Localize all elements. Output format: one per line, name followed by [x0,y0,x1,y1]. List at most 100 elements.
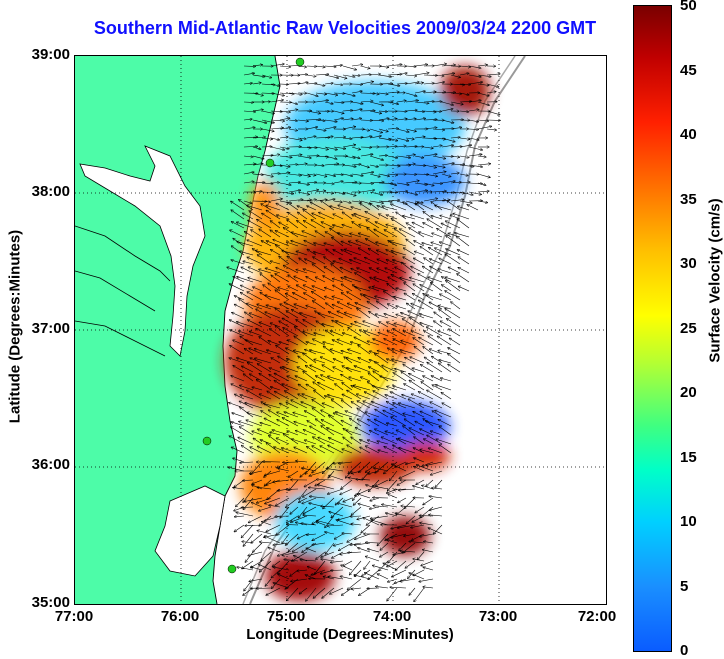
velocity-arrow [366,220,380,229]
velocity-arrow [234,524,245,532]
velocity-arrow [477,200,487,203]
velocity-arrow [243,164,256,165]
velocity-arrow [354,337,371,346]
velocity-arrow [269,368,281,373]
velocity-arrow [421,382,434,391]
velocity-arrow [247,303,263,310]
velocity-arrow [477,164,491,165]
velocity-arrow [372,402,389,409]
velocity-arrow [430,266,443,274]
velocity-arrow [455,233,470,238]
velocity-arrow [396,506,407,515]
velocity-arrow [369,287,380,292]
velocity-arrow [441,200,450,201]
velocity-arrow [305,366,317,373]
velocity-arrow [307,421,317,427]
velocity-arrow [367,301,380,310]
velocity-arrow [404,419,416,427]
velocity-arrow [296,270,308,274]
velocity-arrow [231,201,245,211]
velocity-arrow [324,146,337,150]
velocity-arrow [360,136,372,139]
velocity-arrow [306,174,316,175]
velocity-arrow [423,138,437,139]
velocity-arrow [413,294,425,301]
velocity-arrow [270,155,280,157]
velocity-arrow [297,200,311,201]
velocity-arrow [306,83,317,84]
velocity-arrow [378,201,392,202]
velocity-arrow [296,320,308,328]
velocity-arrow [315,146,328,150]
velocity-arrow [326,249,335,256]
velocity-arrow [245,403,263,409]
velocity-arrow [333,261,344,265]
velocity-arrow [256,380,272,391]
velocity-arrow [391,417,407,427]
velocity-arrow [305,259,317,265]
velocity-arrow [419,404,434,409]
velocity-arrow [328,488,344,494]
velocity-arrow [441,119,454,123]
velocity-arrow [351,101,363,104]
velocity-arrow [313,382,326,391]
velocity-arrow [375,429,389,436]
velocity-arrow [303,332,317,337]
velocity-arrow [358,345,371,355]
velocity-arrow [247,205,263,211]
velocity-arrow [324,192,334,193]
map-title: Southern Mid-Atlantic Raw Velocities 200… [93,18,597,38]
velocity-arrow [351,173,363,176]
velocity-arrow [392,569,407,577]
velocity-arrow [231,427,245,436]
velocity-arrow [243,261,254,265]
velocity-arrow [245,232,254,238]
velocity-arrow [373,506,389,507]
velocity-arrow [237,322,254,328]
colorbar-label: Surface Velocity (cm/s) [706,198,724,363]
velocity-arrow [348,327,362,337]
velocity-arrow [396,137,409,141]
velocity-arrow [387,101,398,104]
velocity-arrow [423,173,437,176]
x-tick-label: 77:00 [54,608,94,625]
velocity-arrow [330,349,344,355]
velocity-arrow [330,331,344,337]
velocity-arrow [387,119,397,120]
velocity-arrow [358,504,371,508]
velocity-arrow [432,164,445,167]
velocity-arrow [446,281,461,292]
velocity-arrow [261,241,272,247]
velocity-arrow [350,234,362,238]
velocity-arrow [358,248,371,256]
velocity-arrow [370,497,380,501]
velocity-arrow [243,119,252,120]
velocity-arrow [396,155,410,158]
velocity-arrow [428,528,443,535]
velocity-arrow [321,551,335,557]
velocity-arrow [343,560,353,566]
velocity-arrow [457,274,470,283]
velocity-arrow [283,328,299,337]
velocity-arrow [387,182,396,185]
velocity-arrow [449,329,461,337]
velocity-arrow [369,173,380,177]
velocity-arrow [294,276,308,283]
velocity-arrow [252,65,262,66]
velocity-arrow [302,231,317,238]
y-tick-label: 39:00 [31,46,70,63]
velocity-arrow [414,200,423,203]
velocity-arrow [375,314,389,319]
velocity-arrow [312,400,326,409]
velocity-arrow [414,258,425,265]
velocity-arrow [459,111,469,112]
velocity-arrow [324,164,339,165]
velocity-arrow [252,164,263,165]
velocity-arrow [365,412,380,418]
velocity-arrow [432,183,442,184]
velocity-arrow [404,384,416,391]
velocity-arrow [328,376,344,382]
velocity-arrow [230,330,245,337]
velocity-arrow [252,110,263,111]
velocity-arrow [248,320,263,328]
